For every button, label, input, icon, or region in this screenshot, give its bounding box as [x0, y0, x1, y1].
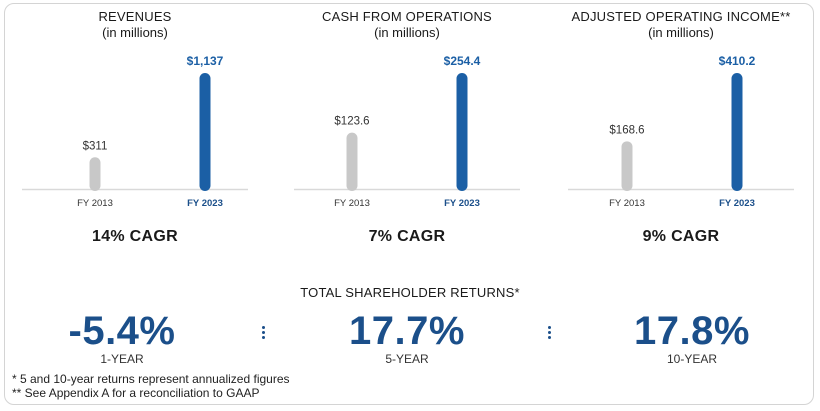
data-label: $410.2: [719, 54, 756, 68]
chart-subtitle: (in millions): [648, 25, 714, 40]
tick-label: FY 2013: [334, 198, 370, 209]
bar: [621, 141, 633, 191]
bar: [346, 132, 358, 191]
return-period-label: 1-YEAR: [100, 352, 144, 366]
cash-from-operations-chart: $123.6 FY 2013 $254.4 FY 2023: [294, 54, 520, 209]
tick-label: FY 2013: [77, 198, 113, 209]
tick-label: FY 2023: [444, 198, 480, 209]
revenues-panel: REVENUES (in millions) $311 FY 2013 $1,137…: [0, 0, 270, 260]
footnote: * 5 and 10-year returns represent annual…: [12, 372, 290, 386]
card-frame: [4, 3, 814, 405]
tick-label: FY 2023: [719, 198, 755, 209]
chart-title: ADJUSTED OPERATING INCOME**: [571, 9, 791, 24]
cash-from-operations-panel: CASH FROM OPERATIONS (in millions) $123.…: [272, 0, 542, 260]
adjusted-operating-income-panel: ADJUSTED OPERATING INCOME** (in millions…: [546, 0, 816, 260]
cagr-label: 9% CAGR: [642, 228, 720, 245]
chart-title: CASH FROM OPERATIONS: [322, 9, 492, 24]
adjusted-operating-income-chart: $168.6 FY 2013 $410.2 FY 2023: [568, 54, 794, 209]
chart-subtitle: (in millions): [374, 25, 440, 40]
cagr-label: 7% CAGR: [368, 228, 446, 245]
return-value: -5.4%: [68, 309, 176, 353]
tick-label: FY 2013: [609, 198, 645, 209]
data-label: $254.4: [444, 54, 481, 68]
return-value: 17.8%: [634, 309, 750, 353]
data-label: $123.6: [334, 116, 369, 128]
chart-title: REVENUES: [98, 9, 172, 24]
cagr-label: 14% CAGR: [92, 228, 178, 245]
footnote: ** See Appendix A for a reconciliation t…: [12, 385, 260, 400]
revenues-chart: $311 FY 2013 $1,137 FY 2023: [22, 54, 248, 209]
return-10-year: 17.8% 10-YEAR: [592, 309, 792, 366]
return-1-year: -5.4% 1-YEAR: [22, 309, 222, 366]
return-value: 17.7%: [349, 309, 465, 353]
data-label: $311: [83, 140, 108, 152]
return-period-label: 5-YEAR: [385, 352, 429, 366]
data-label: $1,137: [187, 54, 224, 68]
footnotes: * 5 and 10-year returns represent annual…: [12, 372, 290, 400]
bar-highlight: [456, 73, 468, 191]
separator-dots: [260, 326, 266, 342]
chart-subtitle: (in millions): [102, 25, 168, 40]
tick-label: FY 2023: [187, 198, 223, 209]
bar: [89, 157, 101, 191]
shareholder-returns-title: TOTAL SHAREHOLDER RETURNS*: [300, 285, 520, 300]
bar-highlight: [731, 73, 743, 191]
data-label: $168.6: [609, 124, 644, 136]
return-5-year: 17.7% 5-YEAR: [307, 309, 507, 366]
bar-highlight: [199, 73, 211, 191]
separator-dots: [546, 326, 552, 342]
return-period-label: 10-YEAR: [666, 352, 718, 366]
